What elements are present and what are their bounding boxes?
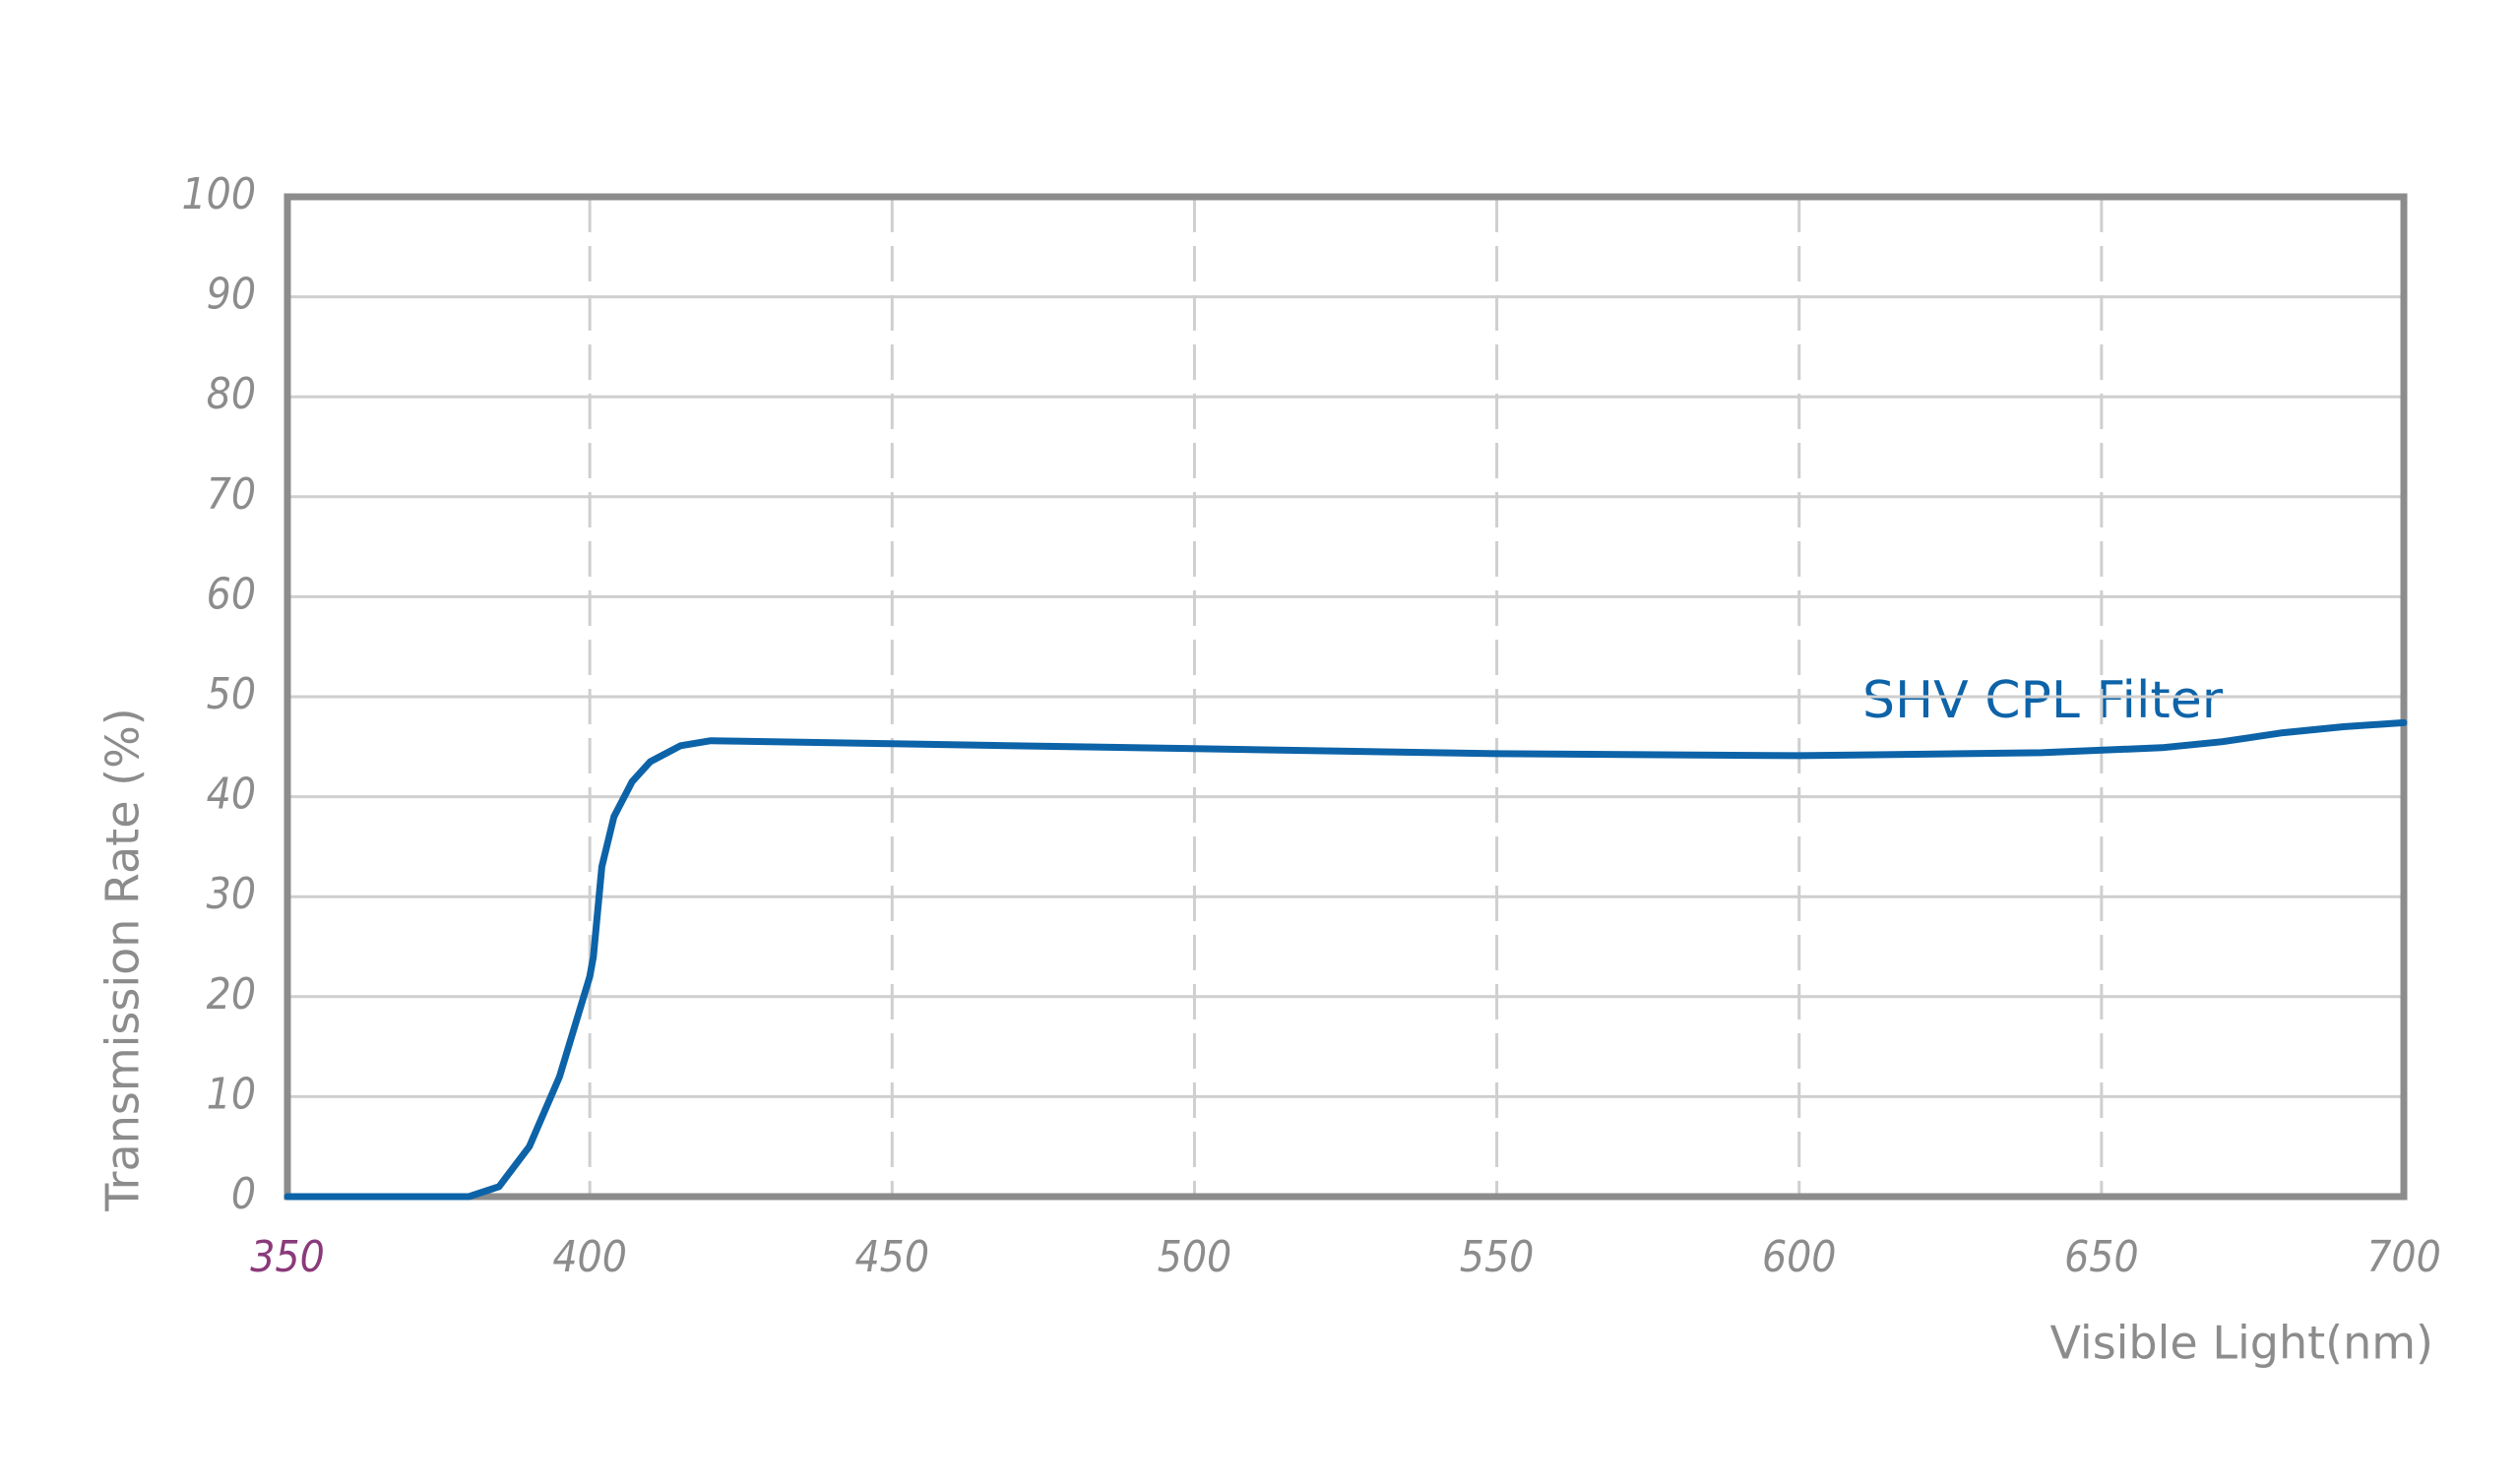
x-tick-label: 350: [250, 1232, 325, 1282]
x-tick-label: 650: [2064, 1232, 2139, 1282]
y-tick-label: 0: [231, 1169, 256, 1219]
y-tick-label: 20: [207, 969, 256, 1019]
y-tick-label: 40: [207, 770, 256, 820]
y-tick-label: 50: [207, 669, 256, 719]
y-axis-label: Transmission Rate (%): [96, 708, 150, 1211]
x-tick-label: 550: [1460, 1232, 1535, 1282]
x-tick-label: 700: [2366, 1232, 2441, 1282]
plot-frame: [284, 193, 2408, 1201]
series-annotation: SHV CPL Filter: [1862, 671, 2224, 730]
y-tick-label: 70: [207, 469, 256, 520]
y-tick-label: 100: [181, 169, 256, 219]
y-tick-label: 30: [207, 869, 256, 919]
x-tick-label: 500: [1158, 1232, 1232, 1282]
x-tick-label: 600: [1762, 1232, 1837, 1282]
x-tick-label: 400: [552, 1232, 627, 1282]
y-tick-label: 10: [207, 1069, 256, 1119]
x-tick-label: 450: [855, 1232, 930, 1282]
data-line: [284, 718, 2408, 1201]
y-tick-label: 80: [207, 369, 256, 419]
y-tick-label: 60: [207, 569, 256, 619]
y-tick-label: 90: [207, 270, 256, 320]
x-axis-label: Visible Light(nm): [2049, 1317, 2433, 1370]
